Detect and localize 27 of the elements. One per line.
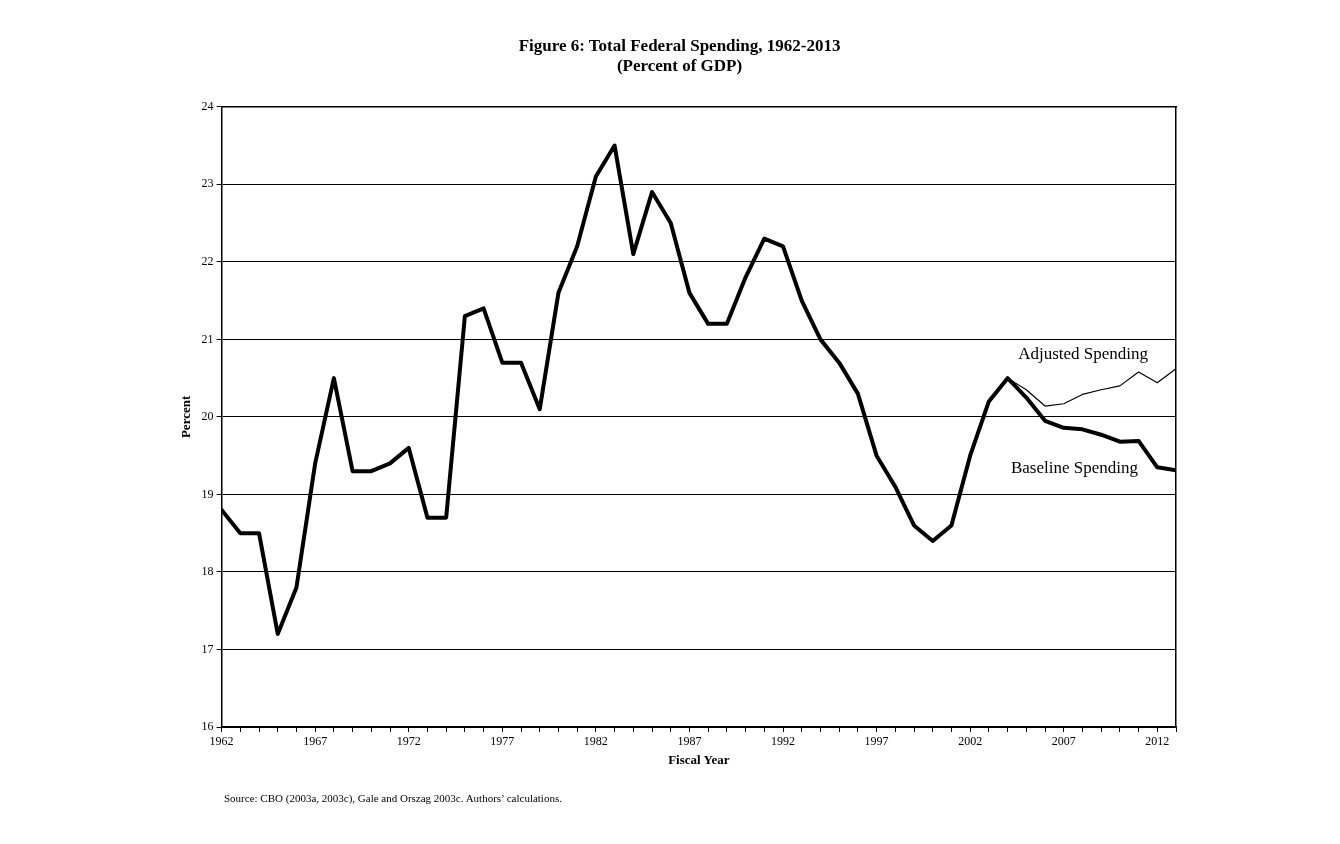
series-label: Baseline Spending	[1010, 458, 1139, 478]
y-tick-label: 17	[201, 641, 214, 656]
x-tick-label: 1977	[490, 734, 515, 749]
x-tick-label: 2002	[958, 734, 983, 749]
y-tick-label: 16	[201, 719, 214, 734]
x-tick-label: 1962	[209, 734, 234, 749]
x-tick-label: 1967	[303, 734, 328, 749]
x-tick-label: 1997	[864, 734, 889, 749]
y-axis-title: Percent	[178, 395, 194, 439]
y-tick-label: 24	[201, 98, 214, 113]
x-tick-label: 1987	[677, 734, 702, 749]
x-tick-label: 2012	[1145, 734, 1170, 749]
chart-subtitle: (Percent of GDP)	[616, 55, 743, 75]
x-axis-title: Fiscal Year	[668, 751, 730, 767]
x-tick-label: 1982	[583, 734, 608, 749]
y-tick-label: 22	[201, 254, 214, 269]
x-tick-label: 2007	[1051, 734, 1076, 749]
chart-title: Figure 6: Total Federal Spending, 1962-2013	[518, 35, 841, 55]
series-label: Adjusted Spending	[1018, 343, 1149, 363]
y-tick-label: 18	[201, 564, 214, 579]
x-tick-label: 1992	[771, 734, 796, 749]
y-tick-label: 21	[201, 331, 214, 346]
x-tick-label: 1972	[396, 734, 421, 749]
source-note: Source: CBO (2003a, 2003c), Gale and Orszag 2003c. Authors’ calculations.	[224, 792, 562, 804]
y-tick-label: 20	[201, 409, 214, 424]
y-tick-label: 19	[201, 486, 214, 501]
y-tick-label: 23	[201, 176, 214, 191]
